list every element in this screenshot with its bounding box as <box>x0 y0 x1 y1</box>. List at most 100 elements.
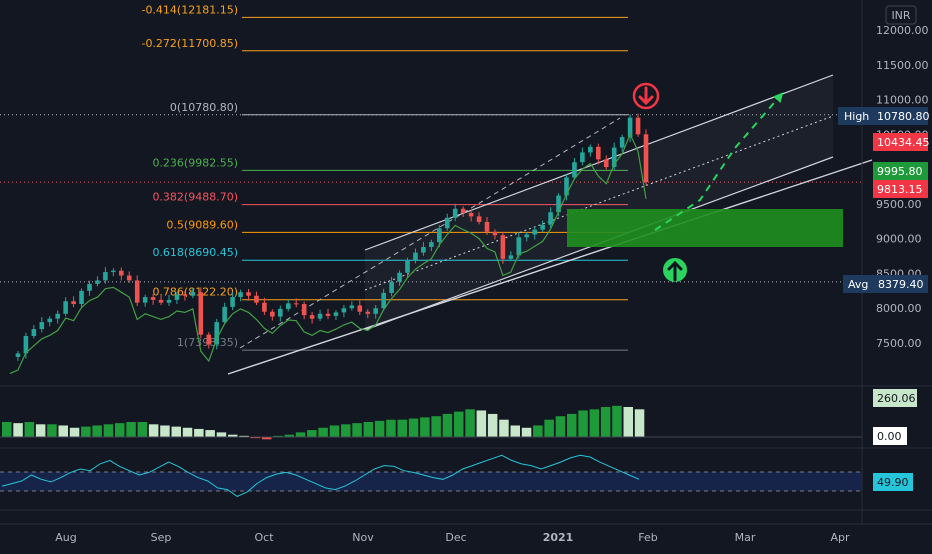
candle-body <box>611 147 617 168</box>
x-tick-label: Aug <box>55 531 76 544</box>
histogram-bar <box>47 424 57 437</box>
candle-body <box>134 280 140 303</box>
candle-body <box>460 208 466 213</box>
candle-body <box>603 159 609 168</box>
high-label: High <box>844 110 869 123</box>
candle-body <box>572 162 577 178</box>
y-tick-label: 8000.00 <box>876 302 922 315</box>
histogram-bar <box>261 437 272 440</box>
avg-value: 8379.40 <box>878 278 924 291</box>
fib-label: 0.236(9982.55) <box>152 156 238 169</box>
histogram-bar <box>115 423 125 437</box>
histogram-bar <box>171 426 181 437</box>
channel-middle-line <box>364 115 834 291</box>
high-badge: High 10780.80 <box>838 107 930 125</box>
candle-body <box>238 292 243 298</box>
histogram-value-badge-box <box>873 389 917 407</box>
candle-body <box>87 283 92 291</box>
candle-body <box>643 134 649 183</box>
candle-body <box>198 292 204 335</box>
avg-badge: Avg 8379.40 <box>843 275 928 293</box>
histogram-bar <box>487 413 498 437</box>
currency-label: INR <box>891 9 910 22</box>
histogram-bar <box>510 425 520 437</box>
zero-value-badge-text: 0.00 <box>877 430 902 443</box>
histogram-bar <box>24 422 35 437</box>
histogram-bar <box>2 422 12 437</box>
candle-body <box>309 315 315 319</box>
price-red-badge: 10434.45 <box>873 133 930 151</box>
candle-body <box>373 308 378 314</box>
candle-body <box>556 195 561 213</box>
x-tick-label: Oct <box>254 531 274 544</box>
histogram-bar <box>318 427 328 437</box>
currency-badge[interactable]: INR <box>885 5 917 25</box>
fib-label: 0.618(8690.45) <box>152 246 238 259</box>
candle-body <box>119 270 124 276</box>
x-tick-label: Mar <box>735 531 756 544</box>
fib-label: 0.5(9089.60) <box>166 218 238 231</box>
histogram-bar <box>634 409 645 437</box>
candle-body <box>444 217 450 229</box>
candle-body <box>126 275 132 281</box>
buy-signal-icon <box>663 258 687 282</box>
histogram-bar <box>284 434 294 437</box>
candle-body <box>254 295 259 303</box>
candle-body <box>357 305 363 312</box>
histogram-bar <box>589 409 600 437</box>
candle-body <box>341 308 347 313</box>
histogram-bar <box>408 418 419 437</box>
demand-zone <box>567 209 843 247</box>
candle-body <box>111 270 116 273</box>
histogram-bar <box>374 420 385 437</box>
candle-body <box>532 229 537 235</box>
histogram-bar <box>307 430 317 437</box>
rsi-band <box>0 472 862 491</box>
histogram-bar <box>137 422 148 437</box>
histogram-bar <box>567 413 577 437</box>
histogram-bar <box>250 437 261 439</box>
histogram-bar <box>476 410 487 437</box>
candle-body <box>325 313 331 316</box>
candle-body <box>262 302 267 312</box>
trailing-stop-line <box>9 132 647 375</box>
histogram-bar <box>363 422 374 437</box>
candle-body <box>421 247 426 253</box>
high-value-box <box>874 107 928 125</box>
fib-label: -0.272(11700.85) <box>141 37 238 50</box>
price-red-badge-text: 10434.45 <box>877 136 930 149</box>
fib-label: -0.414(12181.15) <box>141 3 238 16</box>
candle-body <box>293 303 299 305</box>
candle-body <box>413 252 418 261</box>
candle-body <box>524 234 530 238</box>
candle-body <box>452 208 458 218</box>
last-price-badge: 9813.15 <box>873 180 928 198</box>
histogram-bar <box>295 432 306 437</box>
candle-body <box>23 336 29 354</box>
histogram-bar <box>499 419 509 437</box>
candle-body <box>47 318 53 323</box>
histogram-bar <box>386 419 396 437</box>
y-tick-label: 12000.00 <box>876 24 929 37</box>
histogram-value-badge-text: 260.06 <box>877 392 916 405</box>
x-tick-label: Sep <box>151 531 172 544</box>
candle-body <box>484 221 490 232</box>
y-tick-label: 11000.00 <box>876 94 929 107</box>
price-red-badge-box <box>873 133 928 151</box>
rsi-value-badge-text: 49.90 <box>877 476 909 489</box>
avg-label-box <box>843 275 874 293</box>
candle-body <box>285 303 291 309</box>
avg-value-box <box>874 275 928 293</box>
histogram-bar <box>397 419 407 437</box>
histogram-bar <box>431 416 441 437</box>
candle-body <box>492 231 498 236</box>
candle-body <box>182 294 188 296</box>
histogram-bar <box>58 425 68 437</box>
histogram-bar <box>126 422 136 437</box>
histogram-bar <box>148 424 159 437</box>
histogram-bar <box>216 432 227 437</box>
candle-body <box>468 212 474 217</box>
histogram-bar <box>612 405 622 437</box>
